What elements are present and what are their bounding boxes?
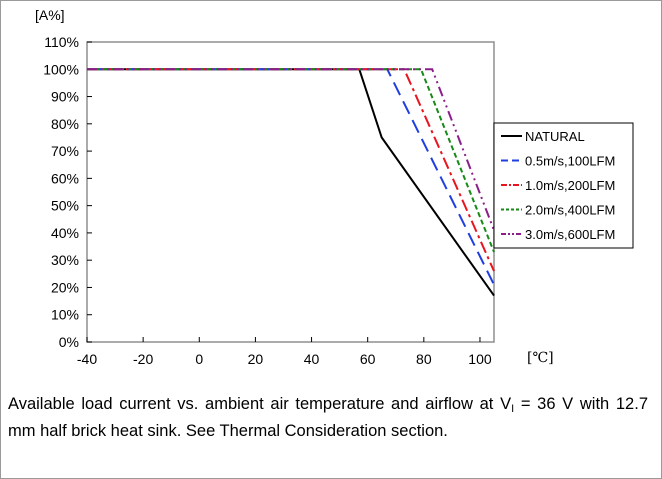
y-tick-label: 20%	[51, 279, 79, 295]
y-tick-label: 100%	[43, 61, 79, 77]
series-line-3-0m-s-600lfm	[87, 68, 495, 231]
x-tick-label: -40	[77, 351, 97, 367]
y-axis-label: [A%]	[35, 7, 65, 23]
y-tick-label: 50%	[51, 198, 79, 214]
y-tick-label: 110%	[44, 34, 79, 50]
x-tick-label: 100	[468, 351, 492, 367]
y-tick-label: 90%	[51, 89, 79, 105]
figure-caption: Available load current vs. ambient air t…	[8, 393, 648, 442]
x-tick-label: 60	[360, 351, 376, 367]
legend-label: 2.0m/s,400LFM	[525, 203, 615, 218]
series-line-2-0m-s-400lfm	[87, 68, 495, 253]
legend-label: 1.0m/s,200LFM	[525, 178, 615, 193]
derating-chart: [A%] [℃] 0% 10% 20% 30% 40% 50% 60% 70% 80% 90% 10…	[35, 7, 634, 367]
y-tick-label: 30%	[51, 252, 79, 268]
x-tick-label: -20	[133, 351, 153, 367]
x-axis-label: [℃]	[527, 350, 554, 366]
caption-subscript: I	[511, 403, 515, 415]
caption-text-2: = 36 V with 12.7 mm half brick heat sink…	[8, 395, 648, 440]
x-tick-label: 80	[416, 351, 432, 367]
series-layer	[87, 68, 495, 297]
x-tick-label: 20	[248, 351, 264, 367]
axis-ticks: 0% 10% 20% 30% 40% 50% 60% 70% 80% 90% 100% 110% -40…	[43, 34, 492, 367]
legend: NATURAL 0.5m/s,100LFM 1.0m/s,200LFM 2.0m/s,…	[493, 122, 634, 249]
y-tick-label: 0%	[59, 334, 79, 350]
y-tick-label: 80%	[51, 116, 79, 132]
legend-label: NATURAL	[525, 129, 585, 144]
caption-text-1: Available load current vs. ambient air t…	[8, 395, 512, 413]
x-tick-label: 0	[195, 351, 203, 367]
legend-label: 3.0m/s,600LFM	[525, 227, 615, 242]
y-tick-label: 70%	[51, 143, 79, 159]
x-tick-label: 40	[304, 351, 320, 367]
y-tick-label: 60%	[51, 170, 79, 186]
legend-label: 0.5m/s,100LFM	[525, 154, 615, 169]
y-tick-label: 40%	[51, 225, 79, 241]
y-tick-label: 10%	[51, 307, 79, 323]
plot-area	[86, 41, 495, 343]
